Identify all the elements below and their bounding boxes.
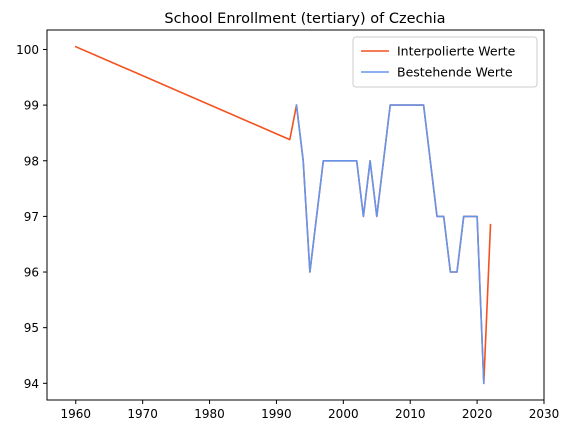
y-axis: 94 95 96 97 98 99 100 xyxy=(16,43,47,391)
y-tick-label: 94 xyxy=(24,377,39,391)
chart-title: School Enrollment (tertiary) of Czechia xyxy=(164,11,445,27)
y-tick-label: 99 xyxy=(24,99,39,113)
series-line-2 xyxy=(295,104,485,385)
legend-label-1: Interpolierte Werte xyxy=(397,44,516,59)
y-tick-label: 96 xyxy=(24,266,39,280)
y-tick-label: 100 xyxy=(16,43,39,57)
x-axis: 1960 1970 1980 1990 2000 2010 2020 2030 xyxy=(60,400,559,421)
x-tick-label: 2000 xyxy=(328,407,359,421)
legend-box xyxy=(352,36,538,88)
x-tick-label: 1970 xyxy=(127,407,158,421)
legend-label-2: Bestehende Werte xyxy=(397,65,513,80)
x-tick-label: 2030 xyxy=(529,407,560,421)
plot-frame xyxy=(46,29,545,401)
y-tick-label: 97 xyxy=(24,210,39,224)
x-tick-label: 2020 xyxy=(462,407,493,421)
y-tick-label: 98 xyxy=(24,154,39,168)
legend: Interpolierte Werte Bestehende Werte xyxy=(352,36,538,88)
x-tick-label: 2010 xyxy=(395,407,426,421)
x-tick-label: 1980 xyxy=(194,407,225,421)
x-tick-label: 1960 xyxy=(60,407,91,421)
y-tick-label: 95 xyxy=(24,321,39,335)
series-layer xyxy=(74,45,492,385)
x-tick-label: 1990 xyxy=(261,407,292,421)
